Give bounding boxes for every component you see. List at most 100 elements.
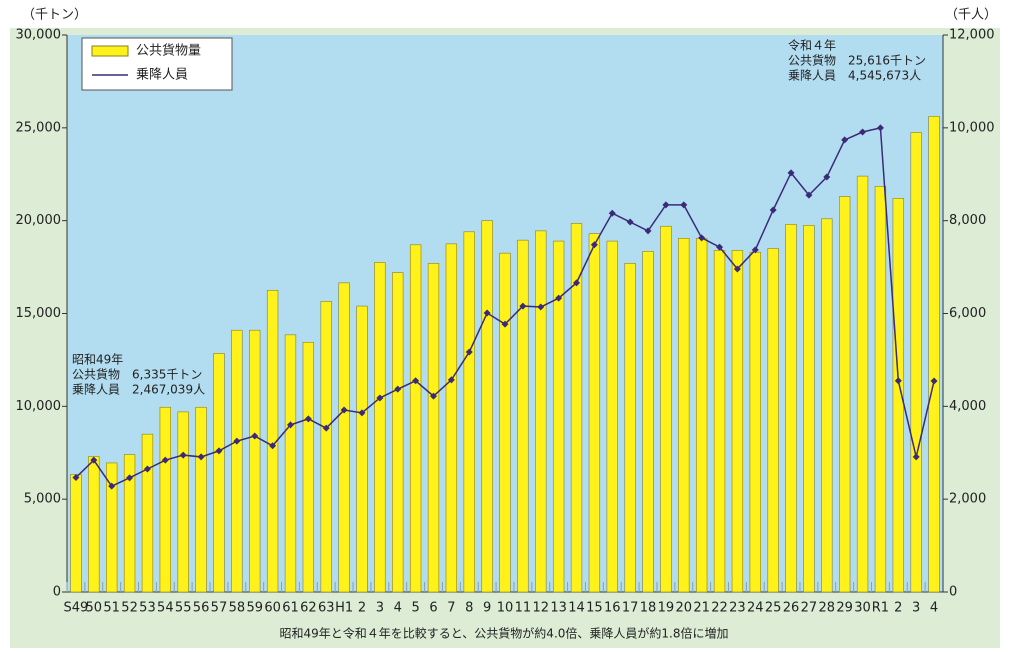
line-marker bbox=[179, 451, 187, 459]
x-tick-label: 21 bbox=[693, 601, 710, 616]
x-tick-label: 62 bbox=[300, 601, 317, 616]
legend-swatch bbox=[91, 45, 129, 57]
bar bbox=[177, 411, 189, 593]
line-marker bbox=[912, 453, 920, 461]
line-marker bbox=[662, 201, 670, 209]
bar bbox=[874, 186, 887, 593]
line-marker bbox=[733, 265, 741, 273]
y-tick-label: 25,000 bbox=[16, 120, 62, 135]
x-tick-label: 27 bbox=[801, 601, 818, 616]
bar bbox=[320, 301, 332, 593]
line-marker bbox=[215, 447, 223, 455]
x-tick-label: 25 bbox=[765, 601, 782, 616]
x-tick-label: 4 bbox=[394, 601, 402, 616]
line-marker bbox=[304, 415, 312, 423]
y2-tick-label: 2,000 bbox=[949, 492, 986, 507]
line-marker bbox=[787, 169, 795, 177]
bar bbox=[106, 462, 118, 593]
x-tick-label: 58 bbox=[229, 601, 246, 616]
line-marker bbox=[394, 385, 402, 393]
x-tick-label: 57 bbox=[211, 601, 228, 616]
x-tick-label: 23 bbox=[729, 601, 746, 616]
x-tick-label: 53 bbox=[139, 601, 156, 616]
x-tick-label: 59 bbox=[246, 601, 263, 616]
x-tick-label: 15 bbox=[586, 601, 603, 616]
line-marker bbox=[251, 432, 259, 440]
line-marker bbox=[841, 136, 849, 144]
bar bbox=[767, 248, 779, 593]
x-tick-label: 17 bbox=[622, 601, 639, 616]
x-tick-label: 12 bbox=[532, 601, 549, 616]
line-marker bbox=[573, 279, 581, 287]
bar bbox=[892, 198, 904, 593]
bar bbox=[928, 116, 940, 593]
bar bbox=[392, 272, 404, 593]
bar bbox=[356, 305, 368, 593]
y-tick-label: 20,000 bbox=[16, 213, 62, 228]
bar bbox=[535, 230, 547, 593]
x-tick-label: 18 bbox=[640, 601, 657, 616]
line-marker bbox=[197, 453, 205, 461]
line-marker bbox=[805, 191, 813, 199]
line-marker bbox=[894, 377, 902, 385]
line-marker bbox=[698, 234, 706, 242]
bar bbox=[213, 353, 225, 593]
bar bbox=[856, 175, 869, 593]
legend-label: 乗降人員 bbox=[136, 68, 188, 83]
y-tick-label: 15,000 bbox=[16, 306, 62, 321]
bar bbox=[570, 223, 583, 593]
x-tick-label: 6 bbox=[429, 601, 437, 616]
x-tick-label: 24 bbox=[747, 601, 764, 616]
bar bbox=[660, 225, 672, 593]
annotation: 公共貨物 6,335千トン bbox=[72, 367, 202, 382]
line-marker bbox=[608, 209, 616, 217]
line-marker bbox=[447, 376, 455, 384]
line-marker bbox=[823, 173, 831, 181]
line-marker bbox=[412, 377, 420, 385]
x-tick-label: 55 bbox=[175, 601, 192, 616]
bar bbox=[70, 474, 82, 593]
x-tick-label: 7 bbox=[447, 601, 455, 616]
bar bbox=[606, 240, 618, 593]
line-marker bbox=[358, 409, 366, 417]
x-tick-label: 13 bbox=[550, 601, 567, 616]
line-marker bbox=[680, 201, 688, 209]
bar bbox=[678, 238, 690, 593]
x-tick-label: 29 bbox=[836, 601, 853, 616]
bar bbox=[374, 262, 386, 593]
annotation: 昭和49年 bbox=[72, 353, 123, 367]
line-marker bbox=[876, 124, 884, 132]
line-marker bbox=[519, 302, 527, 310]
bar bbox=[302, 341, 315, 593]
x-tick-label: 26 bbox=[783, 601, 800, 616]
y2-axis-label: （千人） bbox=[945, 8, 997, 23]
line-marker bbox=[161, 456, 169, 464]
bar bbox=[338, 282, 350, 593]
x-tick-label: 54 bbox=[157, 601, 174, 616]
bar bbox=[749, 251, 761, 593]
x-tick-label: 56 bbox=[193, 601, 210, 616]
annotation: 乗降人員 4,545,673人 bbox=[788, 69, 921, 83]
bar bbox=[910, 132, 922, 593]
line-marker bbox=[233, 437, 241, 445]
line-marker bbox=[751, 246, 759, 254]
line-marker bbox=[322, 424, 330, 432]
x-tick-label: 9 bbox=[483, 601, 491, 616]
y2-tick-label: 6,000 bbox=[949, 306, 986, 321]
bar bbox=[821, 218, 833, 593]
bar bbox=[785, 224, 797, 593]
annotation: 令和４年 bbox=[788, 38, 836, 53]
x-tick-label: 52 bbox=[121, 601, 138, 616]
line-marker bbox=[376, 394, 384, 402]
line-marker bbox=[859, 128, 867, 136]
x-tick-label: 63 bbox=[318, 601, 335, 616]
bar bbox=[284, 334, 297, 593]
line-marker bbox=[90, 456, 98, 464]
legend-label: 公共貨物量 bbox=[136, 43, 201, 59]
x-tick-label: 5 bbox=[411, 601, 419, 616]
x-tick-label: 20 bbox=[676, 601, 693, 616]
bar bbox=[588, 233, 601, 593]
bar bbox=[695, 238, 708, 593]
line-marker bbox=[483, 309, 491, 317]
